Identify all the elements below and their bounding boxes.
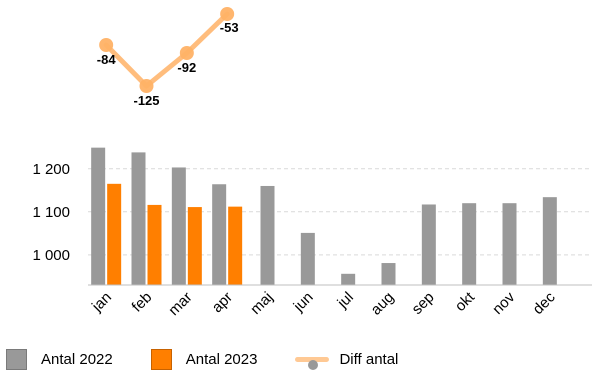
bar-antal-2023-apr bbox=[228, 206, 243, 285]
bar-antal-2022-mar bbox=[171, 167, 186, 285]
bar-antal-2023-mar bbox=[187, 207, 202, 285]
y-tick-label: 1 000 bbox=[32, 247, 70, 264]
bar-antal-2022-jun bbox=[300, 232, 315, 285]
diff-data-label-mar: -92 bbox=[177, 60, 196, 75]
x-tick-label-jun: jun bbox=[290, 289, 317, 316]
diff-point-apr bbox=[220, 7, 235, 21]
legend-item-antal-2023: Antal 2023 bbox=[150, 348, 258, 370]
legend-item-antal-2022: Antal 2022 bbox=[6, 348, 113, 370]
y-axis: 1 000 1 100 1 200 bbox=[32, 161, 70, 264]
x-tick-label-nov: nov bbox=[489, 288, 518, 317]
x-tick-label-feb: feb bbox=[129, 289, 156, 316]
legend-item-diff-antal: Diff antal bbox=[295, 349, 398, 370]
legend-label-diff-antal: Diff antal bbox=[339, 350, 399, 368]
bar-antal-2022-apr bbox=[212, 184, 227, 285]
bar-antal-2023-jan bbox=[107, 183, 122, 285]
legend: Antal 2022 Antal 2023 Diff antal bbox=[6, 348, 436, 370]
bar-antal-2022-okt bbox=[462, 203, 477, 285]
diff-data-label-apr: -53 bbox=[220, 20, 239, 35]
diff-line-series: -84 -125 -92 -53 bbox=[97, 7, 239, 108]
x-tick-label-jan: jan bbox=[88, 289, 115, 316]
legend-swatch-antal-2023 bbox=[150, 348, 172, 370]
bar-antal-2022-sep bbox=[421, 204, 436, 285]
legend-label-antal-2022: Antal 2022 bbox=[41, 350, 113, 368]
bar-antal-2022-nov bbox=[502, 203, 517, 285]
y-tick-label: 1 200 bbox=[32, 161, 70, 178]
diff-point-mar bbox=[179, 46, 194, 60]
diff-line bbox=[103, 11, 230, 89]
x-tick-label-aug: aug bbox=[368, 289, 398, 319]
x-tick-label-mar: mar bbox=[165, 289, 195, 319]
bar-antal-2022-aug bbox=[381, 263, 396, 285]
bar-antal-2023-feb bbox=[147, 204, 162, 285]
chart: 1 000 1 100 1 200 jan feb mar apr maj jun jul aug… bbox=[32, 7, 592, 319]
legend-swatch-antal-2022 bbox=[6, 348, 27, 370]
x-tick-label-dec: dec bbox=[530, 288, 559, 317]
diff-data-label-jan: -84 bbox=[97, 52, 117, 67]
x-tick-label-apr: apr bbox=[209, 289, 236, 316]
x-tick-label-okt: okt bbox=[452, 288, 479, 315]
legend-swatch-diff-antal bbox=[295, 349, 330, 370]
diff-point-feb bbox=[139, 79, 154, 93]
bars bbox=[91, 147, 557, 285]
bar-antal-2022-jan bbox=[91, 147, 106, 285]
bar-antal-2022-jul bbox=[341, 273, 356, 285]
x-tick-label-maj: maj bbox=[247, 289, 276, 318]
y-tick-label: 1 100 bbox=[32, 204, 70, 221]
bar-antal-2022-maj bbox=[260, 185, 275, 285]
bar-antal-2022-dec bbox=[542, 197, 557, 285]
x-axis: jan feb mar apr maj jun jul aug sep okt nov dec bbox=[88, 288, 559, 319]
x-tick-label-sep: sep bbox=[409, 289, 438, 318]
legend-label-antal-2023: Antal 2023 bbox=[185, 350, 258, 368]
diff-point-jan bbox=[99, 38, 114, 52]
diff-data-label-feb: -125 bbox=[133, 93, 159, 108]
x-tick-label-jul: jul bbox=[334, 289, 357, 312]
bar-antal-2022-feb bbox=[131, 152, 146, 285]
